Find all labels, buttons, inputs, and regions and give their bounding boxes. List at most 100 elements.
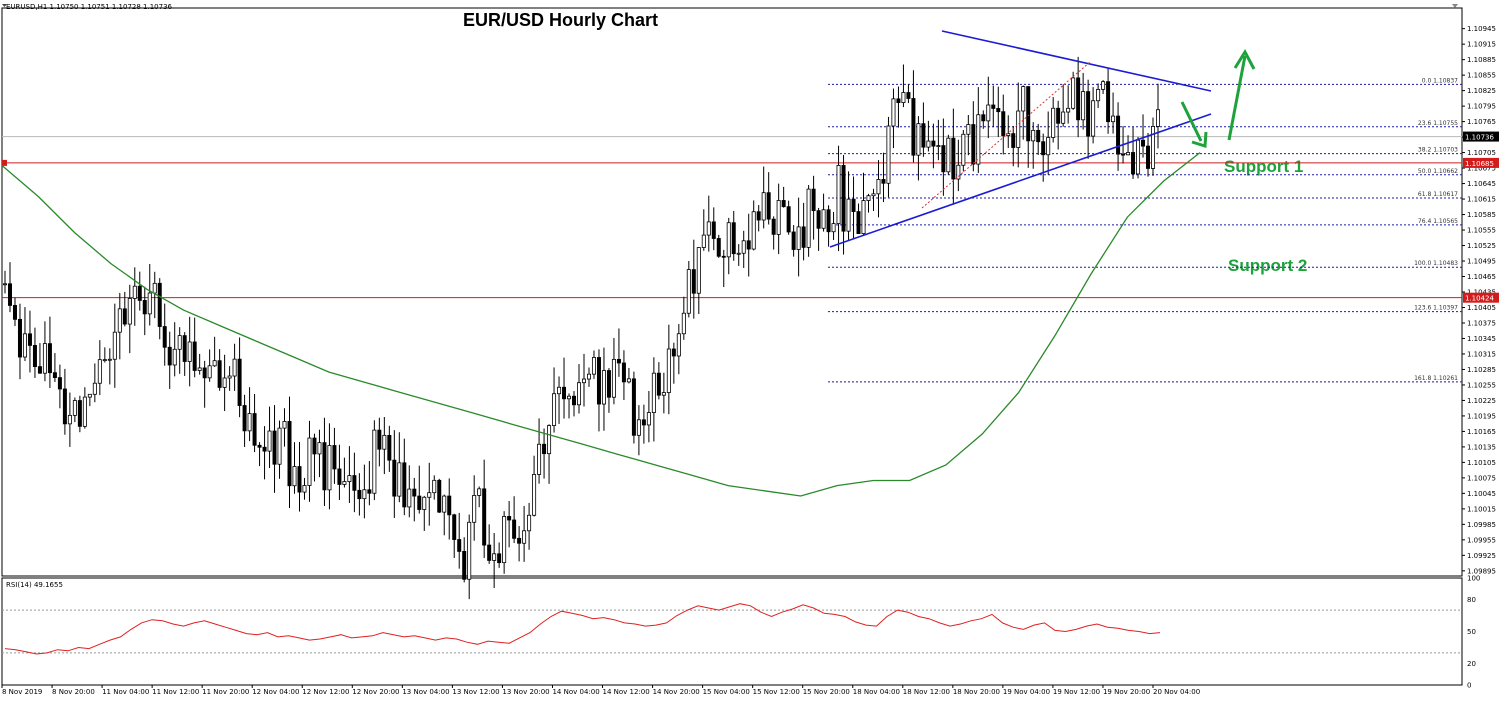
bear-candle — [616, 358, 621, 364]
bear-candle — [606, 370, 611, 398]
bear-candle — [417, 495, 422, 510]
y-tick-label: 1.10855 — [1467, 72, 1496, 80]
bull-candle — [292, 466, 297, 487]
bear-candle — [1011, 133, 1016, 148]
bull-candle — [92, 382, 97, 395]
x-tick-label: 15 Nov 12:00 — [753, 688, 800, 696]
bull-candle — [522, 530, 527, 544]
bull-candle — [342, 481, 347, 485]
y-tick-label: 1.10825 — [1467, 87, 1496, 95]
bull-candle — [861, 200, 866, 235]
bull-candle — [362, 489, 367, 500]
x-tick-label: 12 Nov 20:00 — [352, 688, 399, 696]
bear-candle — [357, 489, 362, 500]
y-tick-label: 1.10225 — [1467, 397, 1496, 405]
bull-candle — [247, 413, 252, 432]
bear-candle — [826, 209, 831, 233]
y-tick-label: 1.10045 — [1467, 490, 1496, 498]
bear-candle — [911, 98, 916, 156]
bull-candle — [102, 359, 107, 362]
bear-candle — [367, 489, 372, 494]
bull-candle — [1091, 100, 1096, 137]
bear-candle — [242, 405, 247, 432]
rsi-label: RSI(14) 49.1655 — [6, 581, 63, 589]
y-tick-label: 1.10195 — [1467, 412, 1496, 420]
bull-candle — [1066, 107, 1071, 113]
bear-candle — [766, 192, 771, 220]
bull-candle — [222, 377, 227, 388]
fib-level-label: 38.2 1.10703 — [1418, 147, 1458, 154]
bear-candle — [457, 539, 462, 552]
bull-candle — [177, 335, 182, 350]
bull-candle — [956, 164, 961, 180]
bull-candle — [537, 443, 542, 475]
symbol-info: EURUSD,H1 1.10750 1.10751 1.10728 1.1073… — [6, 3, 172, 11]
bear-candle — [1121, 153, 1126, 156]
y-tick-label: 1.10915 — [1467, 41, 1496, 49]
bull-candle — [82, 396, 87, 427]
bull-candle — [212, 360, 217, 367]
bear-candle — [512, 519, 517, 539]
bear-candle — [991, 104, 996, 109]
bear-candle — [47, 343, 52, 374]
bull-candle — [152, 282, 157, 294]
bull-candle — [806, 188, 811, 248]
x-tick-label: 12 Nov 04:00 — [252, 688, 299, 696]
bull-candle — [1021, 86, 1026, 112]
bull-candle — [846, 198, 851, 232]
bear-candle — [32, 345, 37, 368]
bull-candle — [277, 427, 282, 465]
bear-candle — [756, 211, 761, 221]
bear-candle — [237, 358, 242, 406]
bull-candle — [1031, 129, 1036, 142]
bull-candle — [1051, 107, 1056, 138]
bear-candle — [562, 386, 567, 400]
bull-candle — [986, 104, 991, 122]
bull-candle — [117, 308, 122, 333]
bear-candle — [1106, 81, 1111, 123]
bear-candle — [811, 188, 816, 212]
bear-candle — [1086, 91, 1091, 137]
bull-candle — [302, 485, 307, 493]
y-tick-label: 1.10135 — [1467, 443, 1496, 451]
bull-candle — [472, 495, 477, 523]
bear-candle — [497, 553, 502, 564]
fib-level-label: 50.0 1.10662 — [1418, 168, 1458, 175]
bear-candle — [517, 537, 522, 544]
bear-candle — [272, 430, 277, 465]
bull-candle — [916, 123, 921, 156]
bull-candle — [347, 475, 352, 482]
bull-candle — [1126, 152, 1131, 156]
bull-candle — [432, 479, 437, 494]
y-tick-label: 1.09895 — [1467, 567, 1496, 575]
bear-candle — [287, 421, 292, 487]
bull-candle — [282, 421, 287, 429]
bear-candle — [487, 544, 492, 561]
bear-candle — [192, 341, 197, 371]
bear-candle — [257, 444, 262, 448]
y-tick-label: 1.10375 — [1467, 319, 1496, 327]
y-tick-label: 1.10435 — [1467, 289, 1496, 297]
bear-candle — [841, 165, 846, 232]
bull-candle — [676, 333, 681, 357]
fib-level-label: 61.8 1.10617 — [1418, 191, 1458, 198]
bull-candle — [586, 373, 591, 380]
bull-candle — [666, 348, 671, 393]
bear-candle — [57, 377, 62, 390]
bear-candle — [641, 419, 646, 426]
bear-candle — [791, 231, 796, 250]
x-tick-label: 20 Nov 04:00 — [1153, 688, 1200, 696]
bull-candle — [502, 516, 507, 564]
bull-candle — [936, 145, 941, 147]
bull-candle — [527, 514, 532, 532]
y-tick-label: 1.10465 — [1467, 273, 1496, 281]
y-tick-label: 1.10615 — [1467, 196, 1496, 204]
bear-candle — [52, 372, 57, 379]
bull-candle — [681, 312, 686, 335]
bear-candle — [37, 366, 42, 374]
x-tick-label: 14 Nov 12:00 — [603, 688, 650, 696]
bull-candle — [651, 372, 656, 413]
bull-candle — [581, 378, 586, 384]
bull-candle — [207, 365, 212, 379]
